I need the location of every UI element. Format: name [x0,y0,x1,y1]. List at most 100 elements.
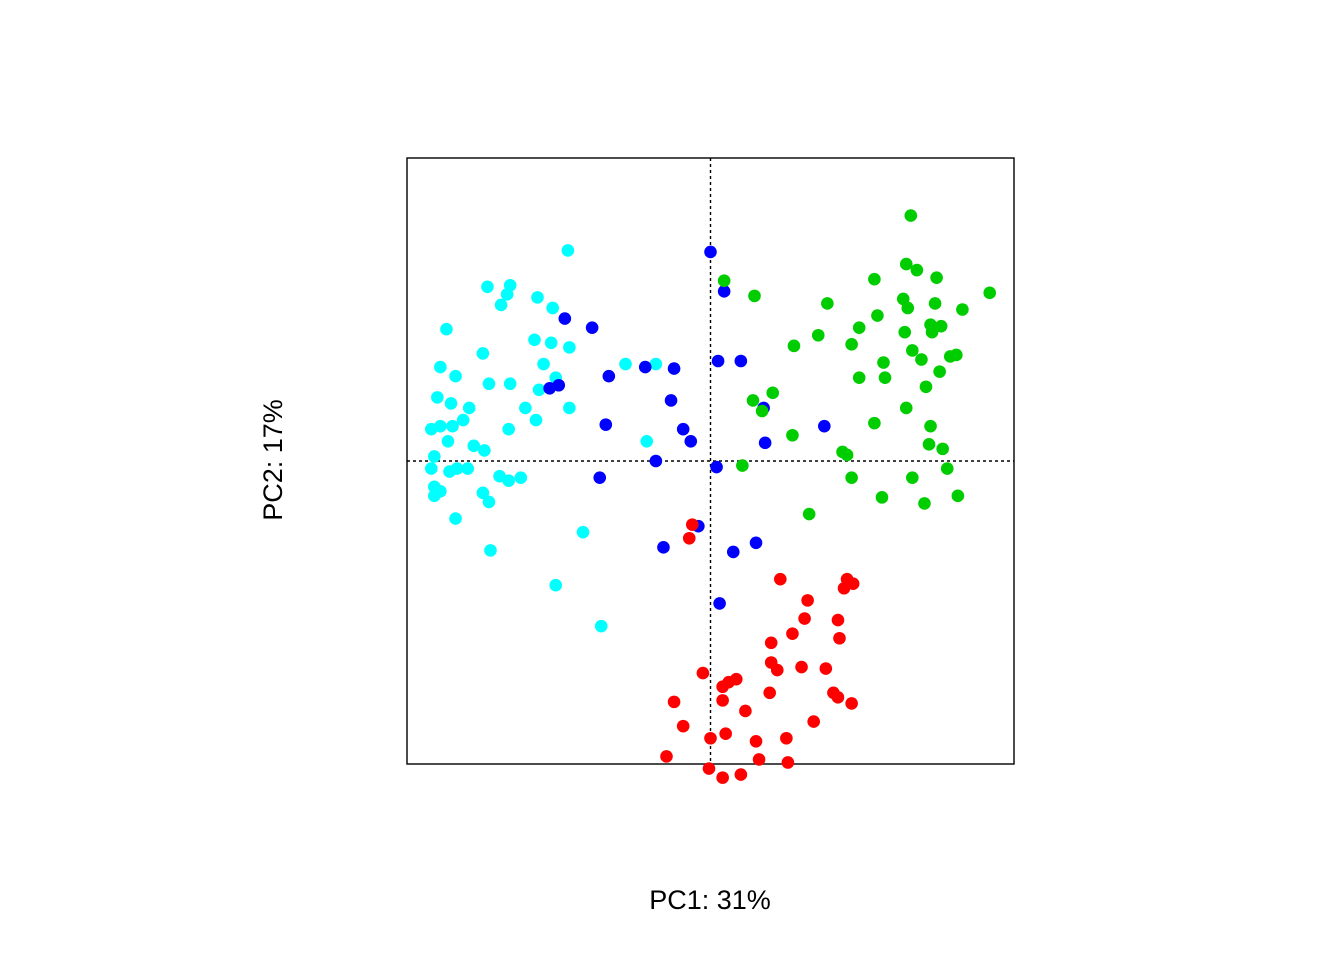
data-point-series-2 [602,369,616,383]
data-point-series-4 [696,666,710,680]
data-point-series-3 [930,271,943,284]
data-point-series-3 [871,309,884,322]
x-axis-label: PC1: 31% [649,885,771,915]
data-point-series-4 [749,734,763,748]
data-point-series-3 [786,428,799,442]
data-points [424,209,997,784]
data-point-series-1 [461,462,475,475]
data-point-series-1 [449,369,462,383]
data-point-series-3 [906,471,919,484]
data-point-series-3 [877,356,890,369]
data-point-series-2 [710,460,723,474]
data-point-series-2 [667,362,681,375]
data-point-series-3 [934,319,948,333]
data-point-series-3 [746,394,760,407]
data-point-series-2 [599,418,613,431]
data-point-series-3 [878,371,892,384]
data-point-series-1 [462,401,476,415]
data-point-series-4 [719,727,732,740]
data-point-series-2 [558,312,572,325]
data-point-series-3 [940,462,954,475]
data-point-series-3 [898,325,912,339]
data-point-series-4 [786,627,799,641]
data-point-series-1 [478,444,491,457]
data-point-series-1 [476,486,490,500]
data-point-series-3 [868,416,881,430]
data-point-series-4 [660,750,673,763]
data-point-series-1 [519,401,532,415]
data-point-series-4 [716,680,729,694]
data-point-series-4 [702,762,716,775]
data-point-series-3 [787,339,801,353]
data-point-series-4 [798,612,811,625]
data-point-series-2 [749,536,763,550]
data-point-series-1 [549,578,563,592]
data-point-series-1 [431,391,444,404]
data-point-series-1 [424,462,438,475]
data-point-series-1 [529,413,543,427]
data-point-series-1 [476,347,490,360]
data-point-series-2 [818,419,831,433]
data-point-series-1 [502,422,515,436]
data-point-series-1 [444,397,458,410]
data-point-series-1 [424,422,438,436]
data-point-series-3 [899,401,913,415]
data-point-series-3 [811,328,825,342]
data-point-series-1 [441,435,455,448]
data-point-series-3 [922,438,936,451]
data-point-series-3 [845,471,858,484]
data-point-series-1 [428,450,441,463]
data-point-series-1 [514,471,528,484]
data-point-series-4 [685,518,699,531]
data-point-series-4 [770,663,784,677]
data-point-series-3 [918,497,931,510]
data-point-series-1 [563,401,576,415]
data-point-series-3 [748,289,761,303]
data-point-series-1 [500,288,514,301]
data-point-series-2 [657,541,670,554]
data-point-series-4 [667,695,681,709]
data-point-series-4 [831,691,845,704]
data-point-series-2 [552,378,566,392]
data-point-series-3 [936,442,949,456]
data-point-series-4 [833,631,846,645]
data-point-series-2 [717,285,731,298]
data-point-series-1 [537,357,550,371]
data-point-series-2 [713,597,726,610]
data-point-series-3 [928,297,942,310]
data-point-series-1 [440,322,453,336]
data-point-series-2 [704,245,717,259]
data-point-series-2 [593,471,607,484]
data-point-series-3 [983,286,997,300]
data-point-series-1 [640,435,654,448]
data-point-series-1 [546,301,559,315]
data-point-series-2 [649,454,663,468]
data-point-series-2 [585,321,599,334]
data-point-series-1 [434,360,447,374]
data-point-series-4 [682,531,696,545]
data-point-series-3 [821,297,834,310]
data-point-series-1 [481,280,494,294]
data-point-series-1 [594,619,608,633]
data-point-series-3 [901,301,915,315]
data-point-series-3 [840,448,854,462]
data-point-series-3 [802,507,816,521]
data-point-series-3 [950,348,963,362]
data-point-series-2 [664,394,678,407]
data-point-series-1 [456,413,470,427]
data-point-series-1 [482,377,496,391]
data-point-series-1 [563,341,576,354]
data-point-series-3 [845,338,858,351]
data-point-series-3 [910,263,924,277]
data-point-series-3 [925,325,939,339]
data-point-series-2 [758,436,772,450]
data-point-series-3 [868,272,881,286]
data-point-series-2 [638,360,652,374]
data-point-series-3 [951,489,965,503]
data-point-series-4 [763,686,776,700]
data-point-series-4 [831,613,845,627]
data-point-series-3 [852,371,866,384]
data-point-series-4 [752,753,766,766]
data-point-series-3 [755,404,769,418]
data-point-series-1 [576,525,590,539]
